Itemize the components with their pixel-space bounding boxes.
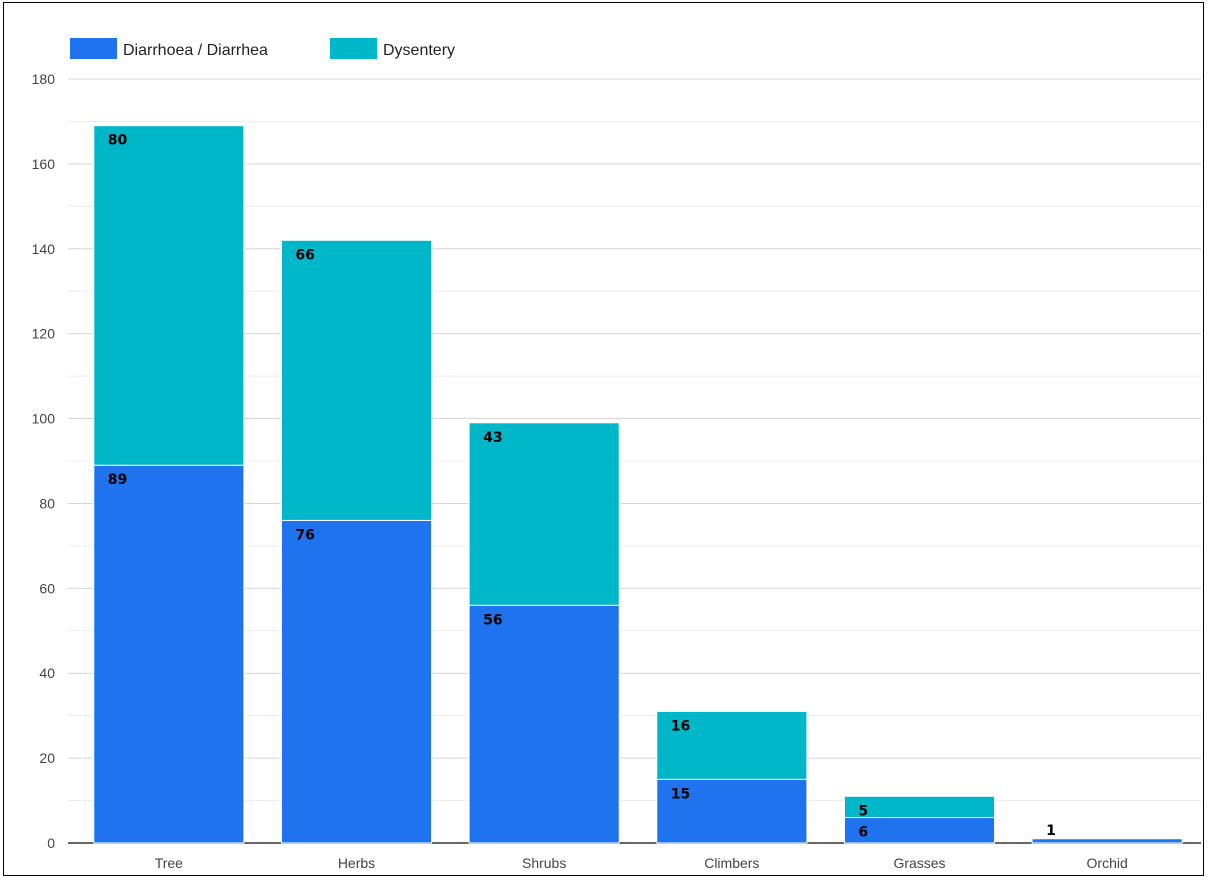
data-label: 89 (108, 472, 127, 488)
x-tick-label: Climbers (704, 855, 759, 871)
bars (93, 125, 1183, 844)
bar-diarrhoea-climbers (656, 778, 808, 844)
data-labels: 89 80 76 66 56 43 15 16 6 5 1 (108, 133, 1056, 841)
grid-lines (68, 78, 1201, 802)
bar-diarrhoea-herbs (280, 519, 433, 844)
x-tick-label: Shrubs (522, 855, 566, 871)
legend-swatch-diarrhoea (70, 38, 117, 59)
y-tick-label: 160 (32, 156, 56, 172)
legend-swatch-dysentery (330, 38, 377, 59)
bar-diarrhoea-orchid (1031, 838, 1183, 844)
data-label: 76 (295, 527, 314, 543)
bar-diarrhoea-tree (93, 464, 245, 844)
data-label: 80 (108, 133, 128, 149)
x-tick-label: Orchid (1087, 855, 1128, 871)
bar-dysentery-grasses (843, 795, 996, 819)
data-label: 66 (295, 247, 314, 263)
data-label: 43 (483, 430, 502, 446)
bar-dysentery-climbers (656, 710, 808, 780)
x-tick-label: Grasses (893, 855, 945, 871)
data-label: 15 (671, 786, 690, 802)
bar-diarrhoea-shrubs (468, 604, 620, 844)
legend-label-diarrhoea: Diarrhoea / Diarrhea (123, 42, 268, 59)
data-label: 16 (671, 718, 690, 734)
y-tick-label: 40 (39, 665, 55, 681)
x-tick-label: Herbs (338, 855, 375, 871)
bar-diarrhoea-grasses (843, 817, 996, 844)
y-tick-label: 60 (39, 580, 55, 596)
bar-dysentery-shrubs (468, 422, 620, 606)
legend-label-dysentery: Dysentery (383, 42, 455, 59)
legend: Diarrhoea / Diarrhea Dysentery (70, 38, 455, 59)
x-tick-label: Tree (155, 855, 183, 871)
data-label: 6 (858, 825, 868, 841)
y-tick-label: 140 (32, 241, 56, 257)
data-label: 56 (483, 612, 502, 628)
y-tick-label: 0 (47, 835, 55, 851)
y-tick-label: 80 (39, 495, 55, 511)
y-tick-label: 180 (32, 71, 56, 87)
bar-dysentery-herbs (280, 239, 433, 521)
y-tick-label: 100 (32, 411, 56, 427)
y-tick-label: 120 (32, 326, 56, 342)
data-label: 1 (1046, 823, 1056, 839)
y-tick-label: 20 (39, 750, 55, 766)
bar-dysentery-tree (93, 125, 245, 466)
data-label: 5 (858, 803, 868, 819)
